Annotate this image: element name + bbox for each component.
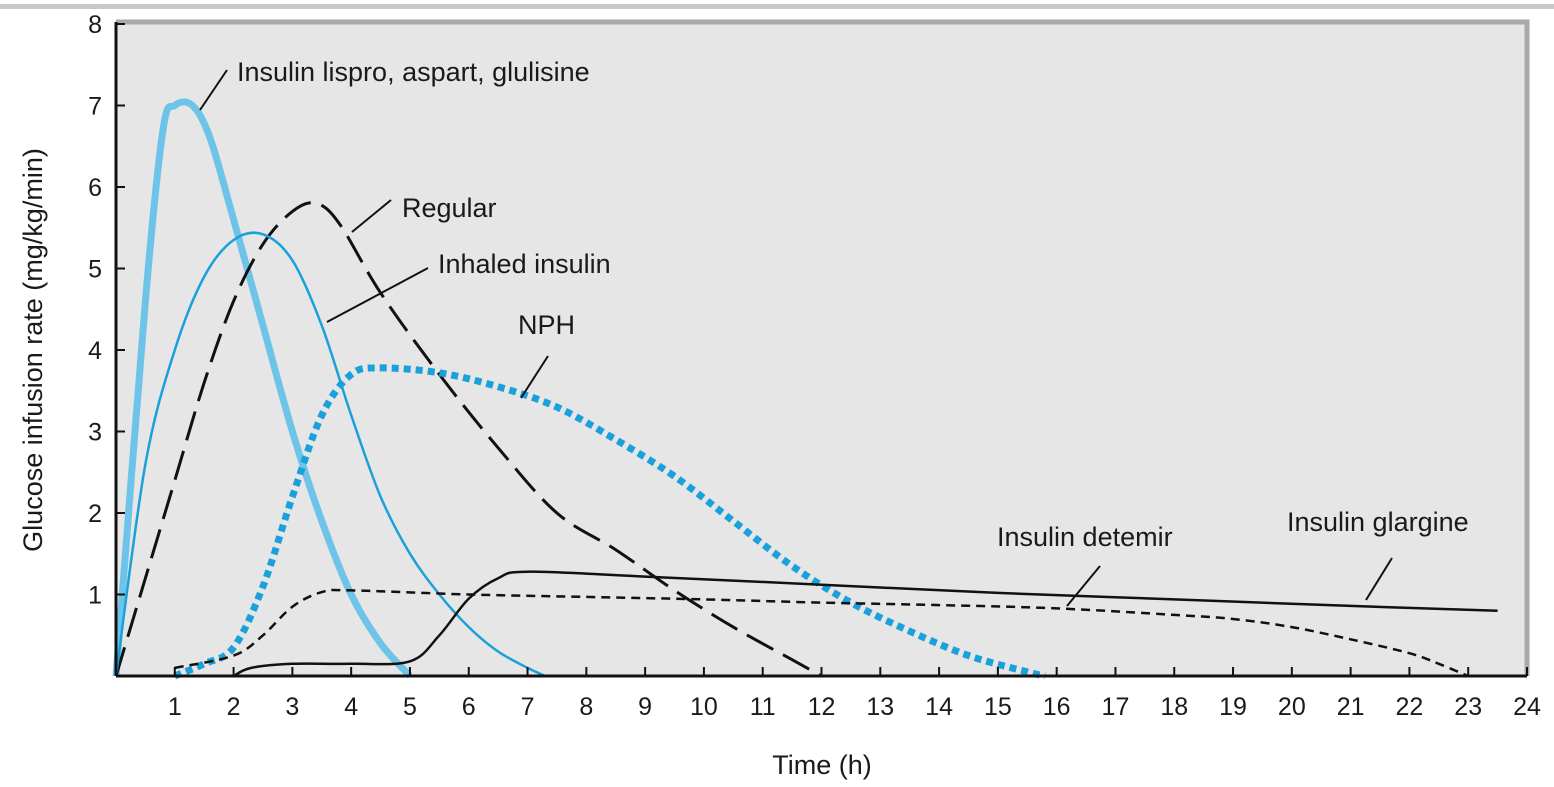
plot-frame-shadow: [116, 19, 1530, 676]
series-line-0: [112, 98, 413, 679]
annotation-lispro: Insulin lispro, aspart, glulisine: [237, 57, 590, 87]
y-ticks: 1 2 3 4 5 6 7 8: [88, 11, 125, 610]
annotation-glargine: Insulin glargine: [1287, 507, 1469, 537]
x-tick-label: 14: [925, 693, 953, 721]
x-ticks: 1 2 3 4 5 6 7 8 9 10 11 12 13 14 15 16 17 18 19 20 21 22 23 24: [168, 667, 1541, 721]
series-line-3: [173, 364, 1046, 680]
x-tick-label: 16: [1043, 693, 1071, 721]
x-tick-label: 23: [1454, 693, 1482, 721]
leader-regular: [351, 199, 392, 233]
series-line-2: [114, 231, 546, 678]
x-tick-label: 10: [690, 693, 718, 721]
x-tick-label: 13: [866, 693, 894, 721]
series-line-1: [114, 201, 823, 678]
y-tick-label: 5: [88, 256, 102, 284]
x-tick-label: 24: [1513, 693, 1541, 721]
plot-area: [116, 24, 1526, 676]
x-tick-label: 20: [1278, 693, 1306, 721]
series-line-5: [232, 570, 1498, 678]
y-tick-label: 4: [88, 337, 102, 365]
x-tick-label: 9: [638, 693, 652, 721]
leader-glargine: [1365, 557, 1393, 601]
x-tick-label: 7: [521, 693, 535, 721]
y-tick-label: 7: [88, 93, 102, 121]
leader-lines: [199, 69, 1393, 607]
series-line-4: [174, 588, 1469, 678]
axes: 1 2 3 4 5 6 7 8 9 10 11 12 13 14 15 16 17 18 19 20 21 22 23 24 …: [88, 11, 1541, 721]
y-tick-label: 8: [88, 11, 102, 39]
x-tick-label: 18: [1160, 693, 1188, 721]
x-tick-label: 6: [462, 693, 476, 721]
leader-detemir: [1066, 565, 1101, 607]
series-annotations: Insulin lispro, aspart, glulisine Regula…: [237, 57, 1469, 552]
annotation-inhaled: Inhaled insulin: [438, 249, 611, 279]
y-tick-label: 3: [88, 419, 102, 447]
y-tick-label: 6: [88, 174, 102, 202]
x-tick-label: 12: [808, 693, 836, 721]
x-tick-label: 21: [1337, 693, 1365, 721]
y-tick-label: 2: [88, 500, 102, 528]
x-tick-label: 8: [579, 693, 593, 721]
annotation-detemir: Insulin detemir: [997, 522, 1173, 552]
x-tick-label: 15: [984, 693, 1012, 721]
annotation-nph: NPH: [518, 310, 575, 340]
x-tick-label: 19: [1219, 693, 1247, 721]
y-tick-label: 1: [88, 582, 102, 610]
x-tick-label: 17: [1102, 693, 1130, 721]
series-layer: [112, 98, 1498, 680]
top-border-line: [0, 4, 1554, 9]
leader-inhaled: [326, 267, 429, 323]
x-tick-label: 1: [168, 693, 182, 721]
y-axis-label: Glucose infusion rate (mg/kg/min): [18, 148, 48, 552]
x-axis-label: Time (h): [772, 750, 872, 780]
x-tick-label: 5: [403, 693, 417, 721]
x-tick-label: 2: [227, 693, 241, 721]
leader-lispro: [199, 69, 228, 111]
x-tick-label: 3: [285, 693, 299, 721]
x-tick-label: 4: [344, 693, 358, 721]
x-tick-label: 11: [750, 693, 776, 721]
x-tick-label: 22: [1396, 693, 1424, 721]
leader-nph: [520, 355, 549, 399]
annotation-regular: Regular: [402, 193, 497, 223]
